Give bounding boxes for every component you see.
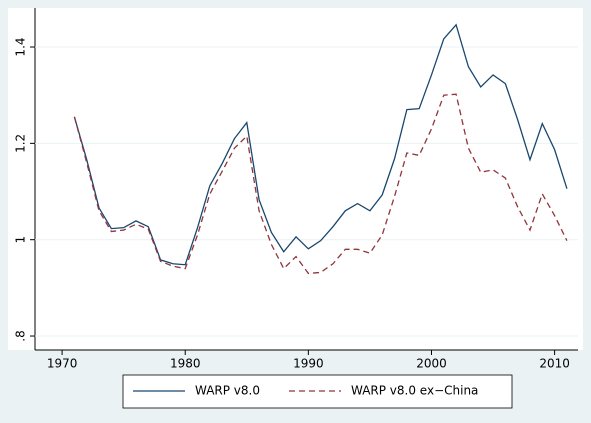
x-tick-label: 2000 — [416, 357, 447, 371]
x-tick-label: 1980 — [170, 357, 201, 371]
x-tick-label: 2010 — [539, 357, 570, 371]
legend — [122, 374, 513, 409]
x-tick-label: 1990 — [293, 357, 324, 371]
plot-region — [8, 8, 583, 350]
y-tick-label: 1.4 — [14, 37, 28, 56]
legend-label: WARP v8.0 — [195, 384, 260, 398]
y-tick-label: 1 — [14, 236, 28, 244]
legend-label: WARP v8.0 ex−China — [351, 384, 478, 398]
series-line — [73, 93, 568, 275]
y-tick-label: .8 — [14, 330, 28, 341]
y-tick-label: 1.2 — [14, 134, 28, 153]
x-tick-label: 1970 — [47, 357, 78, 371]
